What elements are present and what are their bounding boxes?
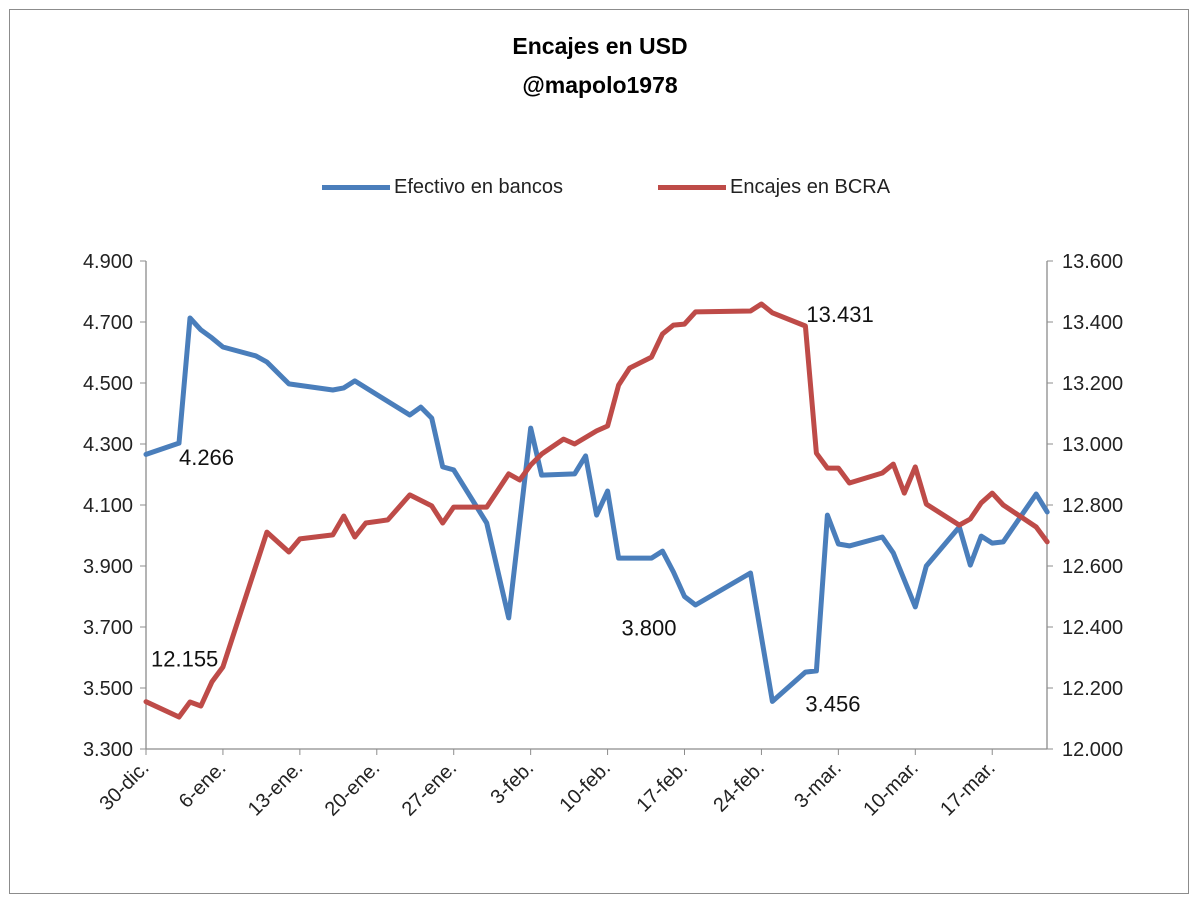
chart-frame xyxy=(9,9,1189,894)
chart-title: Encajes en USD xyxy=(512,33,688,59)
right-tick-label: 13.000 xyxy=(1062,434,1123,456)
left-tick-label: 4.700 xyxy=(83,312,133,334)
left-tick-label: 4.900 xyxy=(83,251,133,273)
legend-swatch-blue xyxy=(322,185,390,190)
x-tick-label: 30-dic. xyxy=(96,757,154,815)
right-tick-label: 12.600 xyxy=(1062,556,1123,578)
data-label: 4.266 xyxy=(179,445,234,470)
right-tick-label: 13.600 xyxy=(1062,251,1123,273)
left-tick-label: 3.900 xyxy=(83,556,133,578)
right-tick-label: 12.400 xyxy=(1062,617,1123,639)
data-label: 12.155 xyxy=(151,647,218,672)
x-tick-label: 24-feb. xyxy=(709,757,769,817)
legend-item-efectivo: Efectivo en bancos xyxy=(322,176,563,199)
x-tick-label: 10-feb. xyxy=(556,757,616,817)
right-tick-label: 12.800 xyxy=(1062,495,1123,517)
x-tick-label: 10-mar. xyxy=(859,757,923,821)
right-tick-label: 12.000 xyxy=(1062,739,1123,761)
x-tick-label: 17-mar. xyxy=(936,757,1000,821)
right-tick-label: 12.200 xyxy=(1062,678,1123,700)
left-tick-label: 4.500 xyxy=(83,373,133,395)
legend-swatch-red xyxy=(658,185,726,190)
series-line-0 xyxy=(143,315,1050,704)
x-tick-label: 3-mar. xyxy=(790,757,846,813)
legend-label: Encajes en BCRA xyxy=(730,176,891,198)
x-tick-label: 20-ene. xyxy=(321,757,385,821)
right-tick-label: 13.200 xyxy=(1062,373,1123,395)
x-tick-label: 17-feb. xyxy=(632,757,692,817)
legend-item-encajes: Encajes en BCRA xyxy=(658,176,890,199)
x-tick-label: 6-ene. xyxy=(175,757,231,813)
left-tick-label: 3.500 xyxy=(83,678,133,700)
series-line-1 xyxy=(143,301,1050,720)
data-label: 3.800 xyxy=(621,616,676,641)
right-tick-label: 13.400 xyxy=(1062,312,1123,334)
chart-subtitle: @mapolo1978 xyxy=(522,72,678,98)
data-label: 13.431 xyxy=(806,302,873,327)
left-tick-label: 4.300 xyxy=(83,434,133,456)
left-tick-label: 4.100 xyxy=(83,495,133,517)
left-tick-label: 3.700 xyxy=(83,617,133,639)
data-label: 3.456 xyxy=(805,691,860,716)
legend-label: Efectivo en bancos xyxy=(394,176,563,198)
x-tick-label: 3-feb. xyxy=(486,757,538,809)
left-tick-label: 3.300 xyxy=(83,739,133,761)
x-tick-label: 27-ene. xyxy=(398,757,462,821)
x-tick-label: 13-ene. xyxy=(244,757,308,821)
